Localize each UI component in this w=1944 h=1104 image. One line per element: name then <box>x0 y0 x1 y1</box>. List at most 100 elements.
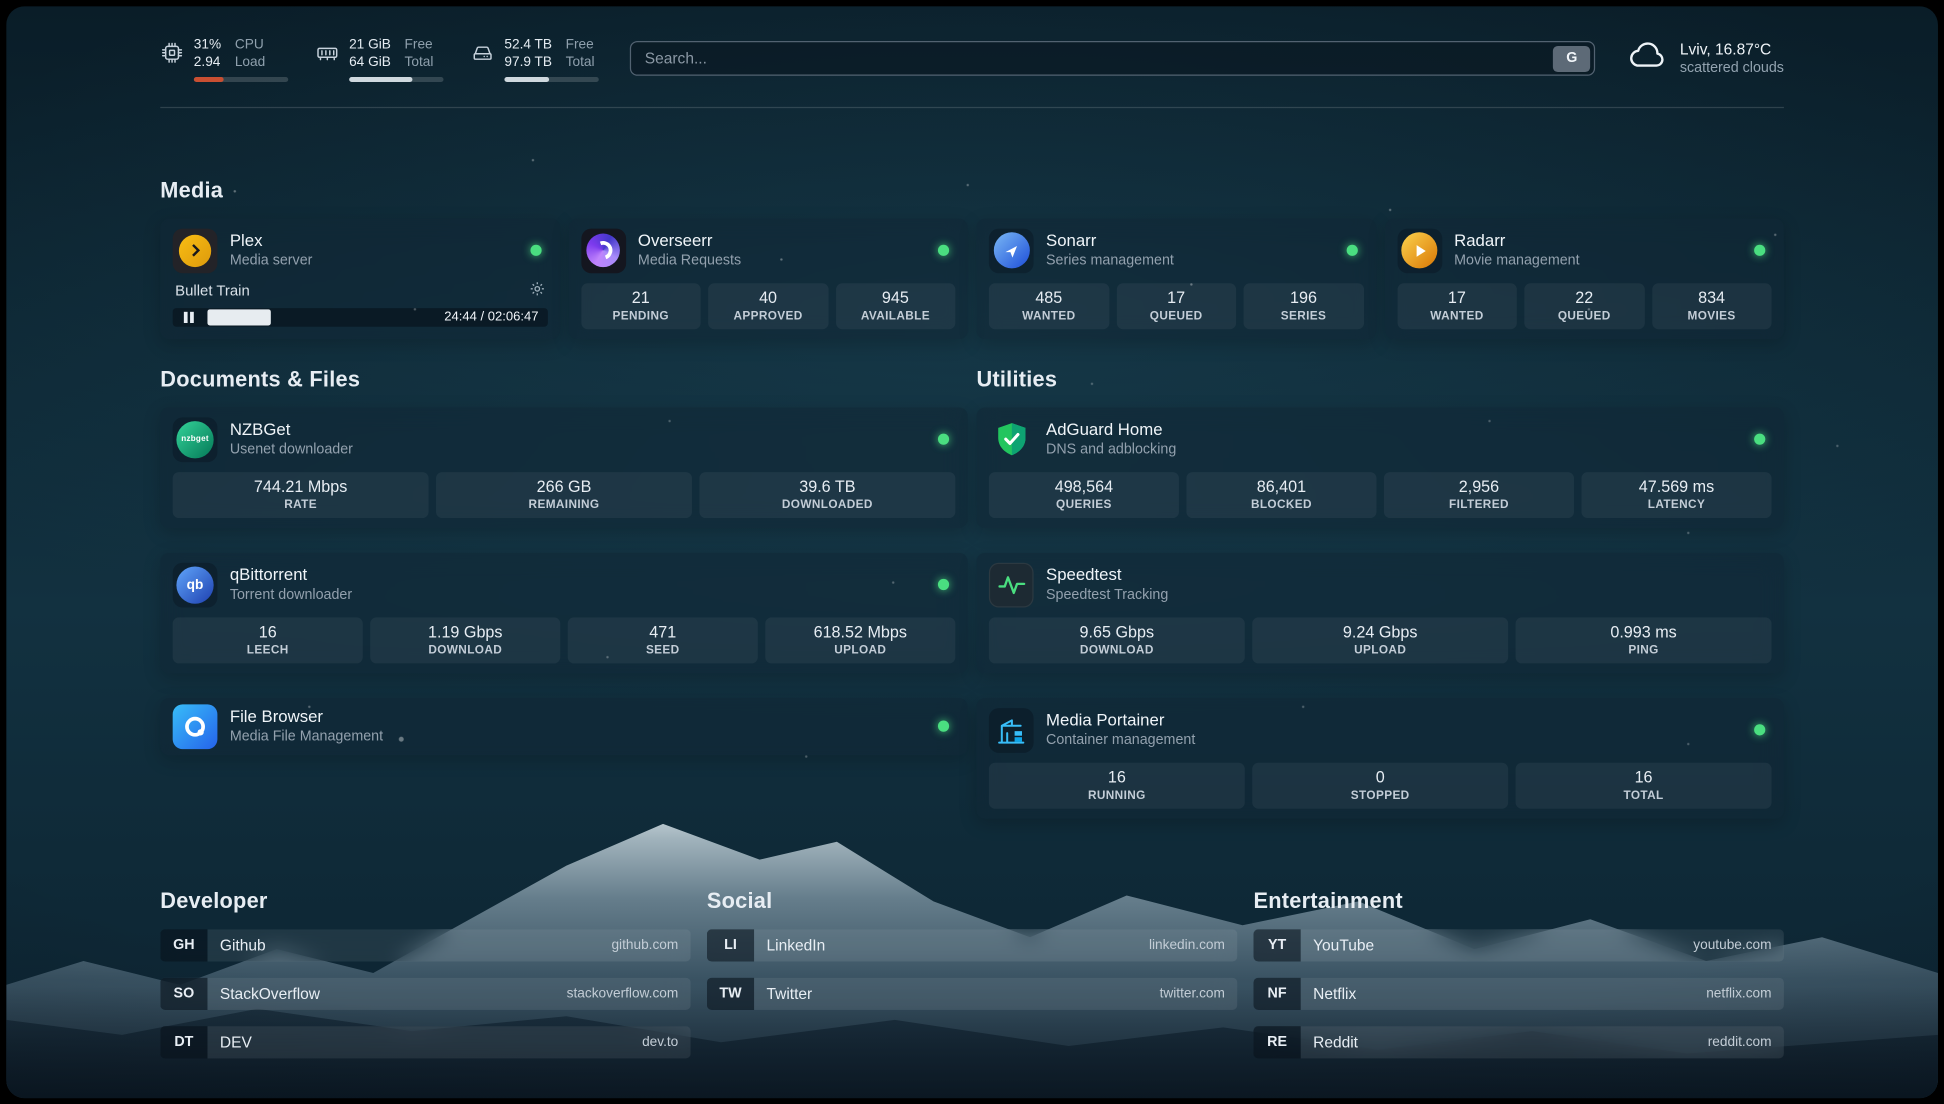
bookmark-url: github.com <box>611 937 679 953</box>
bookmark-abbr: YT <box>1253 928 1301 961</box>
bookmark-dev[interactable]: DT DEV dev.to <box>160 1025 691 1058</box>
stat-block: 17 WANTED <box>1396 282 1517 329</box>
status-dot-online <box>937 720 950 732</box>
stat-block: 618.52 Mbps UPLOAD <box>765 616 956 663</box>
service-card-filebrowser[interactable]: File Browser Media File Management <box>160 697 968 755</box>
bookmark-url: youtube.com <box>1693 937 1772 953</box>
card-subtitle: Usenet downloader <box>229 442 353 458</box>
card-title: Media Portainer <box>1046 710 1165 730</box>
disk-widget: 52.4 TB 97.9 TB Free Total <box>471 36 599 82</box>
bookmark-abbr: TW <box>706 977 755 1010</box>
cloud-icon <box>1626 41 1667 76</box>
section-title-social: Social <box>706 887 773 913</box>
speedtest-icon <box>988 562 1034 607</box>
dashboard-content: 31% 2.94 CPU Load <box>160 6 1784 1058</box>
card-title: AdGuard Home <box>1046 419 1163 439</box>
bookmark-url: netflix.com <box>1706 985 1772 1001</box>
weather-widget: Lviv, 16.87°C scattered clouds <box>1626 40 1784 77</box>
memory-widget: 21 GiB 64 GiB Free Total <box>316 36 444 82</box>
service-card-radarr[interactable]: Radarr Movie management 17 WANTED 2 <box>1384 218 1784 339</box>
card-subtitle: Speedtest Tracking <box>1046 587 1169 603</box>
section-social: Social LI LinkedIn linkedin.com TW <box>706 887 1238 1058</box>
plex-icon <box>172 227 218 273</box>
bookmark-name: Reddit <box>1313 1032 1359 1051</box>
section-title-documents: Documents & Files <box>160 365 361 391</box>
search-provider-button[interactable]: G <box>1553 45 1591 72</box>
load-label: Load <box>234 54 266 70</box>
bookmark-name: Twitter <box>766 984 813 1002</box>
disk-free-value: 52.4 TB <box>504 37 552 53</box>
status-dot-online <box>1346 244 1358 256</box>
bookmark-abbr: GH <box>160 928 208 961</box>
service-card-sonarr[interactable]: Sonarr Series management 485 WANTED <box>976 218 1376 339</box>
bookmark-stackoverflow[interactable]: SO StackOverflow stackoverflow.com <box>160 977 691 1010</box>
disk-total-value: 97.9 TB <box>504 54 552 70</box>
disk-icon <box>471 36 495 81</box>
status-dot-online <box>1754 244 1766 256</box>
stat-block: 744.21 Mbps RATE <box>172 471 429 518</box>
bookmark-linkedin[interactable]: LI LinkedIn linkedin.com <box>706 928 1238 961</box>
dashboard-app: 31% 2.94 CPU Load <box>6 6 1938 1099</box>
bookmark-abbr: LI <box>706 928 755 961</box>
bookmark-url: linkedin.com <box>1148 937 1225 953</box>
bookmark-github[interactable]: GH Github github.com <box>160 928 691 961</box>
stat-block: 39.6 TB DOWNLOADED <box>699 471 956 518</box>
card-subtitle: Series management <box>1046 253 1174 269</box>
bookmark-name: Netflix <box>1313 984 1357 1002</box>
memory-total-label: Total <box>404 54 434 70</box>
plex-progress-bar[interactable]: 24:44 / 02:06:47 <box>172 307 548 327</box>
stat-block: 9.65 Gbps DOWNLOAD <box>988 616 1245 663</box>
card-subtitle: Movie management <box>1454 253 1580 269</box>
section-developer: Developer GH Github github.com SO <box>160 888 691 1058</box>
resource-widgets: 31% 2.94 CPU Load <box>160 36 599 82</box>
service-card-overseerr[interactable]: Overseerr Media Requests 21 PENDING <box>568 218 968 339</box>
bookmark-reddit[interactable]: RE Reddit reddit.com <box>1253 1025 1784 1058</box>
bookmark-url: dev.to <box>642 1034 679 1050</box>
bookmark-twitter[interactable]: TW Twitter twitter.com <box>706 977 1238 1010</box>
card-title: Speedtest <box>1046 565 1122 584</box>
cpu-label: CPU <box>234 37 264 53</box>
bookmark-name: Github <box>219 936 266 954</box>
sonarr-icon <box>988 227 1034 273</box>
section-title-utilities: Utilities <box>976 365 1058 391</box>
card-subtitle: Media server <box>229 253 313 269</box>
bookmark-youtube[interactable]: YT YouTube youtube.com <box>1253 928 1784 961</box>
card-subtitle: Media Requests <box>637 253 742 269</box>
disk-total-label: Total <box>565 54 595 70</box>
card-title: NZBGet <box>229 419 291 439</box>
stat-block: 485 WANTED <box>988 282 1109 329</box>
section-title-media: Media <box>160 177 224 202</box>
card-subtitle: Torrent downloader <box>229 587 353 603</box>
now-playing-title: Bullet Train <box>175 281 250 299</box>
card-title: qBittorrent <box>229 565 308 584</box>
weather-location: Lviv, 16.87°C <box>1679 41 1772 59</box>
search-input[interactable] <box>631 50 1550 68</box>
service-card-plex[interactable]: Plex Media server Bullet Train <box>160 218 560 339</box>
bookmark-url: stackoverflow.com <box>566 985 679 1001</box>
bookmark-abbr: SO <box>160 977 208 1010</box>
status-dot-online <box>937 433 950 445</box>
stat-block: 16 TOTAL <box>1515 762 1772 809</box>
service-card-speedtest[interactable]: Speedtest Speedtest Tracking 9.65 Gbps D… <box>976 552 1784 673</box>
stat-block: 47.569 ms LATENCY <box>1581 471 1772 518</box>
service-card-portainer[interactable]: Media Portainer Container management 16 … <box>976 697 1784 819</box>
card-title: Plex <box>229 231 263 250</box>
service-card-adguard[interactable]: AdGuard Home DNS and adblocking 498,564 … <box>976 406 1784 528</box>
card-title: Sonarr <box>1046 231 1097 250</box>
bookmark-name: DEV <box>219 1032 252 1051</box>
bookmark-name: StackOverflow <box>219 984 321 1002</box>
bookmark-name: LinkedIn <box>766 936 826 954</box>
section-entertainment: Entertainment YT YouTube youtube.com NF <box>1253 888 1784 1058</box>
settings-gear-icon[interactable] <box>529 280 545 300</box>
disk-usage-bar <box>504 77 599 82</box>
service-card-qbittorrent[interactable]: qb qBittorrent Torrent downloader <box>160 552 968 673</box>
card-title: Overseerr <box>637 231 713 250</box>
bookmark-netflix[interactable]: NF Netflix netflix.com <box>1253 977 1784 1010</box>
section-media: Media Plex Media server <box>160 177 1784 339</box>
service-card-nzbget[interactable]: nzbget NZBGet Usenet downloader <box>160 406 968 528</box>
bookmark-name: YouTube <box>1313 936 1375 954</box>
bookmark-abbr: DT <box>160 1025 208 1058</box>
cpu-load-value: 2.94 <box>193 54 221 70</box>
pause-icon[interactable] <box>183 311 194 323</box>
